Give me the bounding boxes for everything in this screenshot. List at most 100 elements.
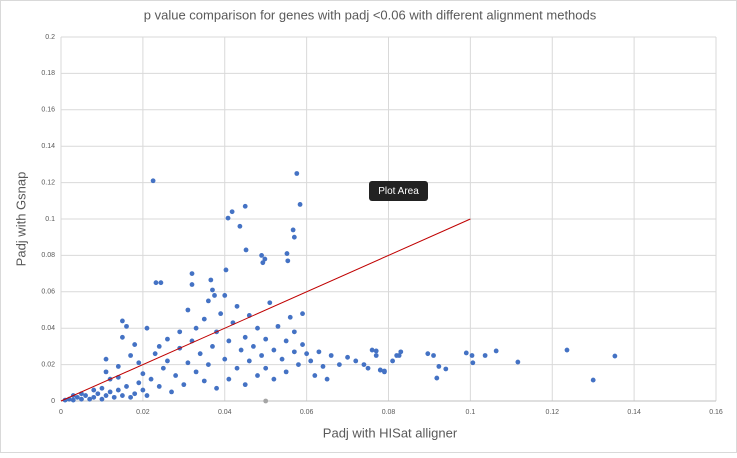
scatter-point — [153, 280, 159, 286]
scatter-point — [156, 384, 162, 389]
scatter-point — [251, 344, 256, 349]
scatter-point — [124, 384, 129, 389]
scatter-point — [165, 358, 170, 364]
scatter-point — [263, 398, 269, 404]
scatter-point — [284, 251, 290, 256]
scatter-point — [242, 334, 248, 340]
scatter-point — [590, 377, 596, 383]
scatter-point — [212, 293, 217, 298]
scatter-point — [328, 353, 334, 358]
scatter-point — [165, 336, 170, 342]
scatter-point — [103, 393, 109, 398]
scatter-point — [390, 358, 395, 364]
scatter-point — [144, 393, 150, 398]
scatter-point — [300, 311, 305, 317]
scatter-point — [205, 298, 211, 304]
scatter-point — [201, 316, 207, 322]
scatter-point — [290, 227, 296, 233]
y-tick-label: 0.14 — [41, 143, 55, 150]
scatter-point — [308, 358, 314, 364]
scatter-point — [369, 347, 375, 353]
scatter-point — [443, 366, 449, 372]
x-tick-label: 0.06 — [300, 409, 314, 416]
scatter-point — [185, 307, 191, 313]
scatter-point — [463, 350, 469, 356]
scatter-point — [262, 256, 268, 262]
scatter-point — [107, 389, 113, 395]
scatter-point — [120, 334, 125, 340]
scatter-point — [128, 394, 133, 400]
scatter-point — [210, 287, 215, 293]
scatter-point — [158, 280, 164, 286]
scatter-point — [396, 353, 402, 358]
scatter-point — [91, 387, 97, 393]
scatter-point — [246, 358, 252, 364]
y-tick-label: 0.02 — [41, 361, 55, 368]
y-tick-label: 0.12 — [41, 179, 55, 186]
scatter-point — [128, 353, 133, 358]
scatter-point — [324, 376, 330, 382]
y-tick-label: 0.16 — [41, 107, 55, 114]
scatter-point — [173, 373, 179, 378]
scatter-point — [353, 358, 359, 364]
scatter-point — [275, 323, 281, 329]
scatter-point — [132, 342, 138, 347]
scatter-point — [294, 171, 300, 176]
scatter-point — [377, 367, 383, 373]
scatter-point — [263, 336, 269, 342]
scatter-point — [91, 394, 97, 400]
y-tick-label: 0.1 — [45, 216, 55, 223]
scatter-point — [271, 347, 277, 353]
scatter-point — [242, 382, 248, 388]
scatter-point — [436, 364, 442, 369]
scatter-point — [382, 368, 387, 374]
scatter-point — [285, 258, 291, 264]
scatter-point — [124, 323, 129, 329]
scatter-point — [193, 369, 199, 375]
scatter-point — [361, 362, 367, 367]
scatter-point — [291, 349, 297, 355]
scatter-point — [140, 387, 146, 393]
scatter-point — [283, 338, 289, 344]
scatter-point — [259, 253, 264, 258]
scatter-point — [434, 375, 440, 381]
x-tick-label: 0.04 — [218, 409, 232, 416]
y-tick-label: 0.04 — [41, 325, 55, 332]
scatter-point — [156, 344, 162, 349]
scatter-point — [115, 364, 121, 369]
y-tick-label: 0.06 — [41, 289, 55, 296]
x-tick-label: 0.14 — [627, 409, 641, 416]
scatter-point — [469, 353, 475, 358]
scatter-point — [336, 362, 342, 367]
scatter-point — [193, 325, 199, 331]
scatter-point — [79, 396, 84, 402]
scatter-point — [169, 389, 174, 395]
scatter-point — [291, 234, 297, 240]
scatter-point — [205, 362, 211, 367]
scatter-point — [83, 393, 88, 398]
scatter-point — [144, 325, 150, 331]
scatter-point — [189, 282, 195, 287]
scatter-point — [291, 329, 297, 335]
scatter-point — [296, 362, 301, 367]
scatter-point — [189, 271, 195, 276]
scatter-point — [259, 353, 264, 358]
scatter-point — [103, 356, 109, 362]
scatter-point — [297, 202, 303, 207]
scatter-point — [226, 338, 232, 344]
scatter-point — [99, 396, 105, 402]
scatter-point — [234, 365, 240, 371]
grid: 0 0.02 0.04 0.06 0.08 0.1 0.12 0.14 0.16 0.18 0.2 0… — [41, 34, 723, 416]
scatter-point — [304, 351, 310, 357]
scatter-point — [564, 347, 570, 353]
y-tick-label: 0.08 — [41, 252, 55, 259]
x-axis-title: Padj with HISat alligner — [323, 425, 458, 440]
scatter-point — [431, 353, 436, 358]
y-tick-label: 0.2 — [45, 34, 55, 41]
scatter-point — [300, 342, 305, 347]
scatter-point — [373, 348, 379, 354]
scatter-point — [279, 356, 285, 362]
scatter-point — [181, 382, 187, 388]
